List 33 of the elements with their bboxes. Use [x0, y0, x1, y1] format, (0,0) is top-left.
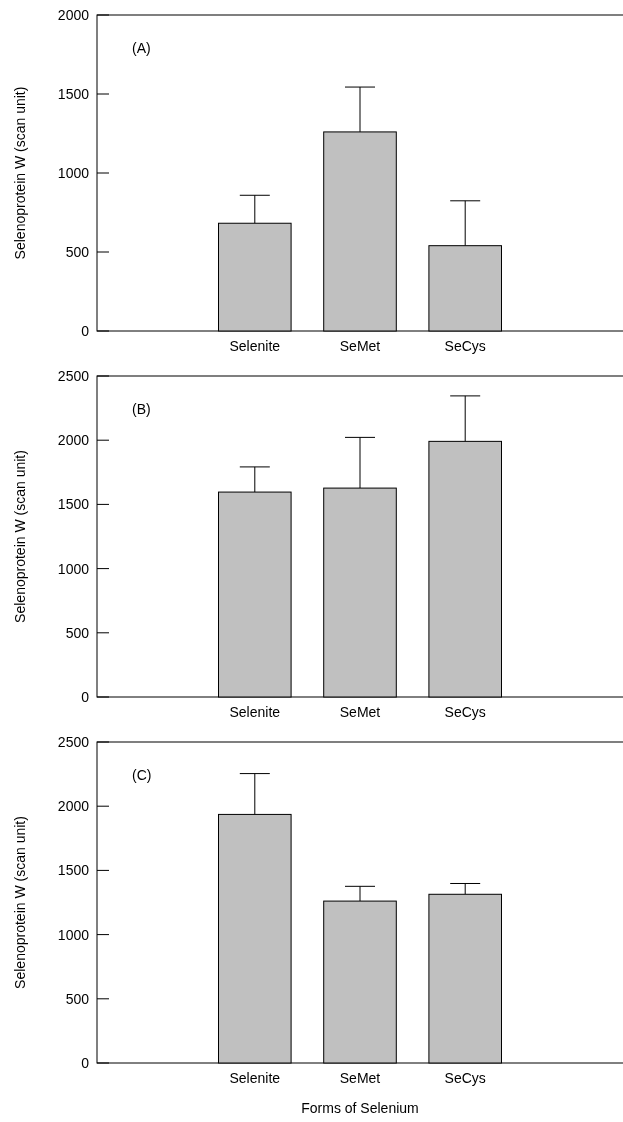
y-tick-label: 0 — [81, 322, 90, 339]
annotation: (B) — [132, 401, 151, 417]
y-tick-label: 1000 — [57, 164, 90, 181]
x-tick-label: SeMet — [339, 1070, 381, 1086]
y-tick-label: 0 — [81, 688, 90, 705]
y-axis-title: Selenoprotein W (scan unit) — [12, 86, 28, 260]
y-tick-label: 1500 — [57, 862, 90, 879]
y-tick-label: 2000 — [57, 432, 90, 449]
y-tick-label: 1500 — [57, 496, 90, 513]
y-tick-label: 1000 — [57, 560, 90, 577]
x-axis-title: Forms of Selenium — [301, 1100, 419, 1116]
y-tick-label: 2000 — [57, 798, 90, 815]
x-tick-label: SeCys — [444, 338, 486, 354]
y-tick-label: 500 — [65, 990, 90, 1007]
x-tick-label: Selenite — [229, 704, 281, 720]
y-tick-label: 0 — [81, 1054, 90, 1071]
y-tick-label: 1000 — [57, 926, 90, 943]
y-tick-label: 500 — [65, 624, 90, 641]
y-axis-title: Selenoprotein W (scan unit) — [12, 450, 28, 623]
x-tick-label: SeCys — [444, 1070, 486, 1086]
x-tick-label: SeMet — [339, 338, 381, 354]
x-tick-label: Selenite — [229, 338, 281, 354]
x-tick-label: SeCys — [444, 704, 486, 720]
x-tick-label: SeMet — [339, 704, 381, 720]
y-axis-title: Selenoprotein W (scan unit) — [12, 816, 28, 989]
y-tick-label: 1500 — [57, 85, 90, 102]
annotation: (A) — [132, 40, 151, 56]
y-tick-label: 2500 — [57, 733, 90, 750]
y-tick-label: 500 — [65, 243, 90, 260]
annotation: (C) — [132, 767, 152, 783]
y-tick-label: 2000 — [57, 6, 90, 23]
y-tick-label: 2500 — [57, 367, 90, 384]
x-tick-label: Selenite — [229, 1070, 281, 1086]
